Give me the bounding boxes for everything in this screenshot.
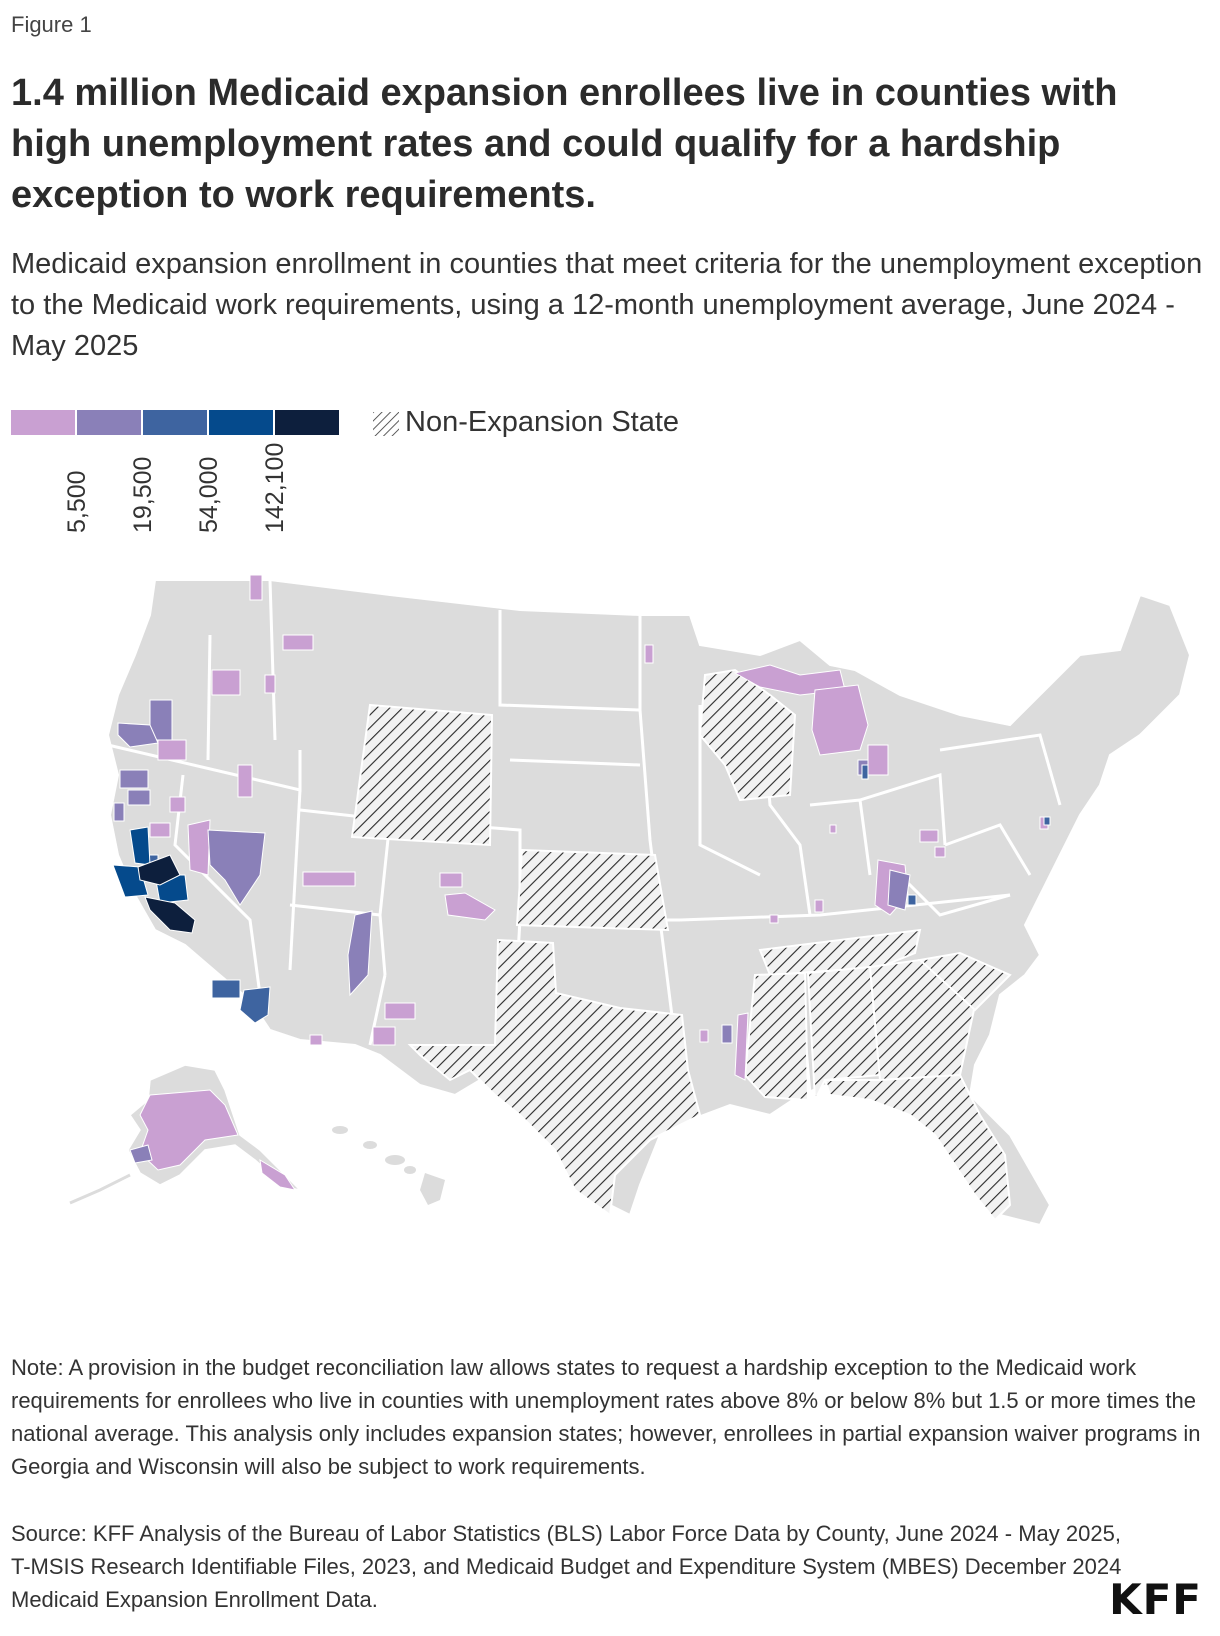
state-mississippi <box>743 971 810 1102</box>
figure-label: Figure 1 <box>11 12 92 37</box>
chart-subtitle: Medicaid expansion enrollment in countie… <box>11 248 1203 362</box>
state-wyoming <box>350 703 494 847</box>
us-county-map <box>69 575 1192 1227</box>
counties-bin-5 <box>137 854 196 934</box>
legend-swatch-2 <box>77 410 141 435</box>
note-text: Note: A provision in the budget reconcil… <box>11 1355 1201 1479</box>
legend-tick-1: 5,500 <box>63 470 91 533</box>
legend-tick-2: 19,500 <box>129 456 157 533</box>
state-florida <box>823 1073 1012 1222</box>
legend-swatch-3 <box>143 410 207 435</box>
source-text: Source: KFF Analysis of the Bureau of La… <box>11 1521 1122 1612</box>
state-south-carolina <box>917 951 1012 1012</box>
state-tennessee <box>758 928 922 977</box>
legend-tick-3: 54,000 <box>195 456 223 533</box>
state-kansas <box>515 848 670 932</box>
chart-title: 1.4 million Medicaid expansion enrollees… <box>11 72 1118 216</box>
legend-tick-4: 142,100 <box>261 442 289 533</box>
state-alaska <box>69 1064 303 1205</box>
state-hawaii <box>332 1126 445 1205</box>
state-georgia <box>868 958 977 1082</box>
kff-logo: KFF <box>1109 1575 1202 1624</box>
legend-swatch-4 <box>209 410 273 435</box>
hatch-label: Non-Expansion State <box>405 406 680 438</box>
state-texas <box>407 938 702 1217</box>
hatch-icon <box>373 412 399 436</box>
legend-swatch-1 <box>11 410 75 435</box>
legend-swatch-5 <box>275 410 339 435</box>
legend: 5,500 19,500 54,000 142,100 Non-Expansio… <box>11 406 731 560</box>
counties-bin-1 <box>149 575 1049 1081</box>
state-alabama <box>806 965 882 1104</box>
non-expansion-states <box>350 668 1012 1222</box>
